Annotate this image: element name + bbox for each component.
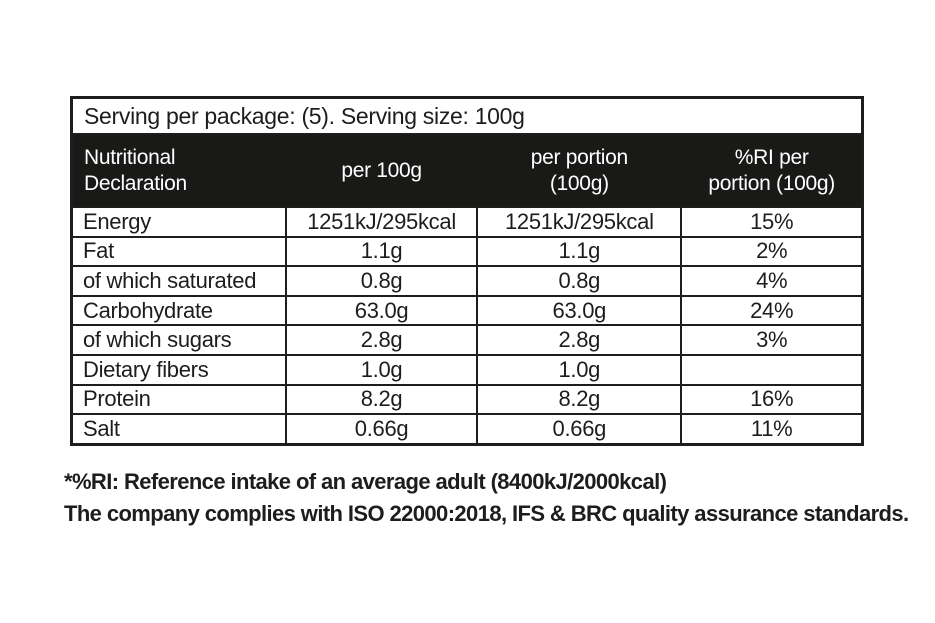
nutrient-label: Dietary fibers [70, 353, 287, 386]
per-portion-value: 63.0g [476, 294, 683, 327]
per-portion-value: 0.66g [476, 413, 683, 446]
table-row-protein: Protein 8.2g 8.2g 16% [70, 383, 864, 416]
ri-per-portion-value: 24% [680, 294, 864, 327]
nutrient-label: Carbohydrate [70, 294, 287, 327]
column-header-per-portion: per portion (100g) [476, 133, 683, 208]
per-portion-value: 1.0g [476, 353, 683, 386]
per-portion-value: 0.8g [476, 265, 683, 297]
table-row-carbohydrate: Carbohydrate 63.0g 63.0g 24% [70, 294, 864, 327]
per-100g-value: 0.66g [284, 413, 479, 446]
table-row-salt: Salt 0.66g 0.66g 11% [70, 413, 864, 446]
footnotes: *%RI: Reference intake of an average adu… [64, 466, 924, 530]
header-line: Nutritional [84, 145, 176, 169]
table-row-energy: Energy 1251kJ/295kcal 1251kJ/295kcal 15% [70, 206, 864, 238]
nutrient-label: Fat [70, 235, 287, 268]
ri-per-portion-value: 15% [680, 206, 864, 238]
per-100g-value: 1251kJ/295kcal [284, 206, 479, 238]
nutrition-declaration-table: Serving per package: (5). Serving size: … [70, 96, 864, 446]
reference-intake-note: *%RI: Reference intake of an average adu… [64, 469, 667, 494]
nutrient-label: Salt [70, 413, 287, 446]
header-line: per portion [530, 145, 628, 169]
nutrient-label: Energy [70, 206, 287, 238]
table-row-of-which-saturated: of which saturated 0.8g 0.8g 4% [70, 265, 864, 297]
nutrient-label: Protein [70, 383, 287, 416]
header-line: Declaration [84, 171, 187, 195]
nutrient-label: of which saturated [70, 265, 287, 297]
column-header-nutritional-declaration: Nutritional Declaration [70, 133, 287, 208]
quality-standards-note: The company complies with ISO 22000:2018… [64, 501, 909, 526]
ri-per-portion-value: 3% [680, 324, 864, 356]
per-100g-value: 2.8g [284, 324, 479, 356]
table-row-of-which-sugars: of which sugars 2.8g 2.8g 3% [70, 324, 864, 356]
ri-per-portion-value: 11% [680, 413, 864, 446]
ri-per-portion-value: 4% [680, 265, 864, 297]
per-100g-value: 1.0g [284, 353, 479, 386]
header-line: %RI per [734, 145, 809, 169]
per-100g-value: 1.1g [284, 235, 479, 268]
nutrient-label: of which sugars [70, 324, 287, 356]
table-header-row: Nutritional Declaration per 100g per por… [70, 133, 864, 208]
per-portion-value: 2.8g [476, 324, 683, 356]
per-portion-value: 1251kJ/295kcal [476, 206, 683, 238]
per-portion-value: 8.2g [476, 383, 683, 416]
column-header-ri-per-portion: %RI per portion (100g) [680, 133, 864, 208]
header-line: per 100g [341, 158, 422, 182]
header-line: (100g) [549, 171, 609, 195]
table-row-dietary-fibers: Dietary fibers 1.0g 1.0g [70, 353, 864, 386]
serving-info-row: Serving per package: (5). Serving size: … [70, 96, 864, 135]
header-line: portion (100g) [708, 171, 835, 195]
table-row-fat: Fat 1.1g 1.1g 2% [70, 235, 864, 268]
per-100g-value: 63.0g [284, 294, 479, 327]
per-100g-value: 8.2g [284, 383, 479, 416]
per-100g-value: 0.8g [284, 265, 479, 297]
column-header-per-100g: per 100g [284, 133, 479, 208]
per-portion-value: 1.1g [476, 235, 683, 268]
ri-per-portion-value [680, 353, 864, 386]
ri-per-portion-value: 2% [680, 235, 864, 268]
serving-info-text: Serving per package: (5). Serving size: … [70, 96, 864, 135]
ri-per-portion-value: 16% [680, 383, 864, 416]
